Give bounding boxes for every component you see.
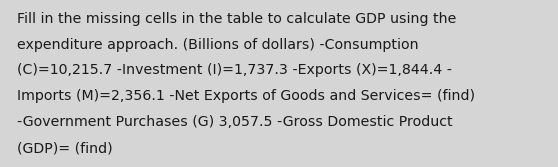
Text: Fill in the missing cells in the table to calculate GDP using the: Fill in the missing cells in the table t… <box>17 12 456 26</box>
Text: (GDP)= (find): (GDP)= (find) <box>17 141 112 155</box>
Text: expenditure approach. (Billions of dollars) -Consumption: expenditure approach. (Billions of dolla… <box>17 38 418 52</box>
Text: -Government Purchases (G) 3,057.5 -Gross Domestic Product: -Government Purchases (G) 3,057.5 -Gross… <box>17 115 453 129</box>
Text: Imports (M)=2,356.1 -Net Exports of Goods and Services= (find): Imports (M)=2,356.1 -Net Exports of Good… <box>17 89 475 103</box>
Text: (C)=10,215.7 -Investment (I)=1,737.3 -Exports (X)=1,844.4 -: (C)=10,215.7 -Investment (I)=1,737.3 -Ex… <box>17 63 452 77</box>
